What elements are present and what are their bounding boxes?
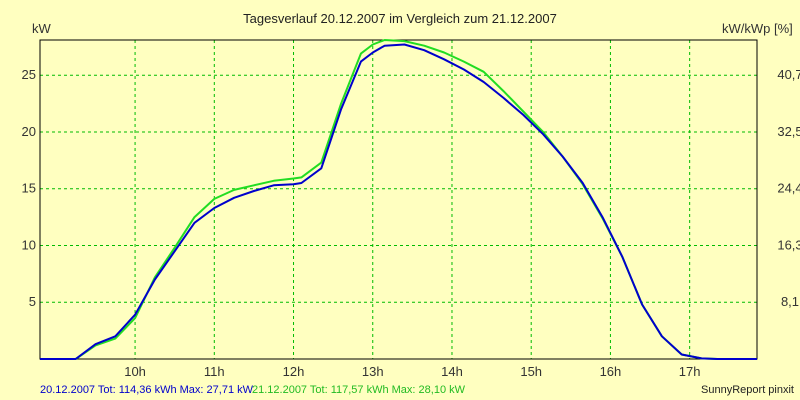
y-tick-label-right: 32,5 [777,124,800,139]
series-line-21.12.2007 [40,39,757,360]
y-tick-label-left: 15 [22,181,36,196]
y-tick-label-right: 24,4 [777,181,800,196]
legend-series-2: 21.12.2007 Tot: 117,57 kWh Max: 28,10 kW [252,384,466,396]
x-tick-label: 15h [520,364,542,379]
x-tick-label: 11h [204,364,225,379]
x-tick-label: 12h [283,364,305,379]
x-tick-label: 17h [679,364,701,379]
x-tick-label: 10h [124,364,146,379]
y-axis-left-label: kW [32,21,52,36]
chart-title: Tagesverlauf 20.12.2007 im Vergleich zum… [243,11,557,26]
tick-labels: 10h 11h 12h 13h 14h 15h 16h 17h 5 10 15 20 25 8,1 16,3… [22,67,800,379]
x-tick-label: 14h [441,364,463,379]
y-tick-label-right: 40,7 [777,67,800,82]
series-lines [40,39,757,360]
y-tick-label-right: 8,1 [781,294,799,309]
y-tick-label-left: 10 [22,237,36,252]
y-tick-label-left: 5 [29,294,36,309]
grid [40,40,757,359]
y-tick-label-right: 16,3 [777,237,800,252]
credit-text: SunnyReport pinxit [701,384,794,396]
y-axis-right-label: kW/kWp [%] [722,21,793,36]
axes [39,39,758,360]
legend-series-1: 20.12.2007 Tot: 114,36 kWh Max: 27,71 kW [40,384,254,396]
y-tick-label-left: 25 [22,67,36,82]
x-tick-label: 13h [362,364,384,379]
y-tick-label-left: 20 [22,124,36,139]
plot-frame [39,39,758,360]
series-line-20.12.2007 [40,43,757,360]
x-tick-label: 16h [600,364,622,379]
